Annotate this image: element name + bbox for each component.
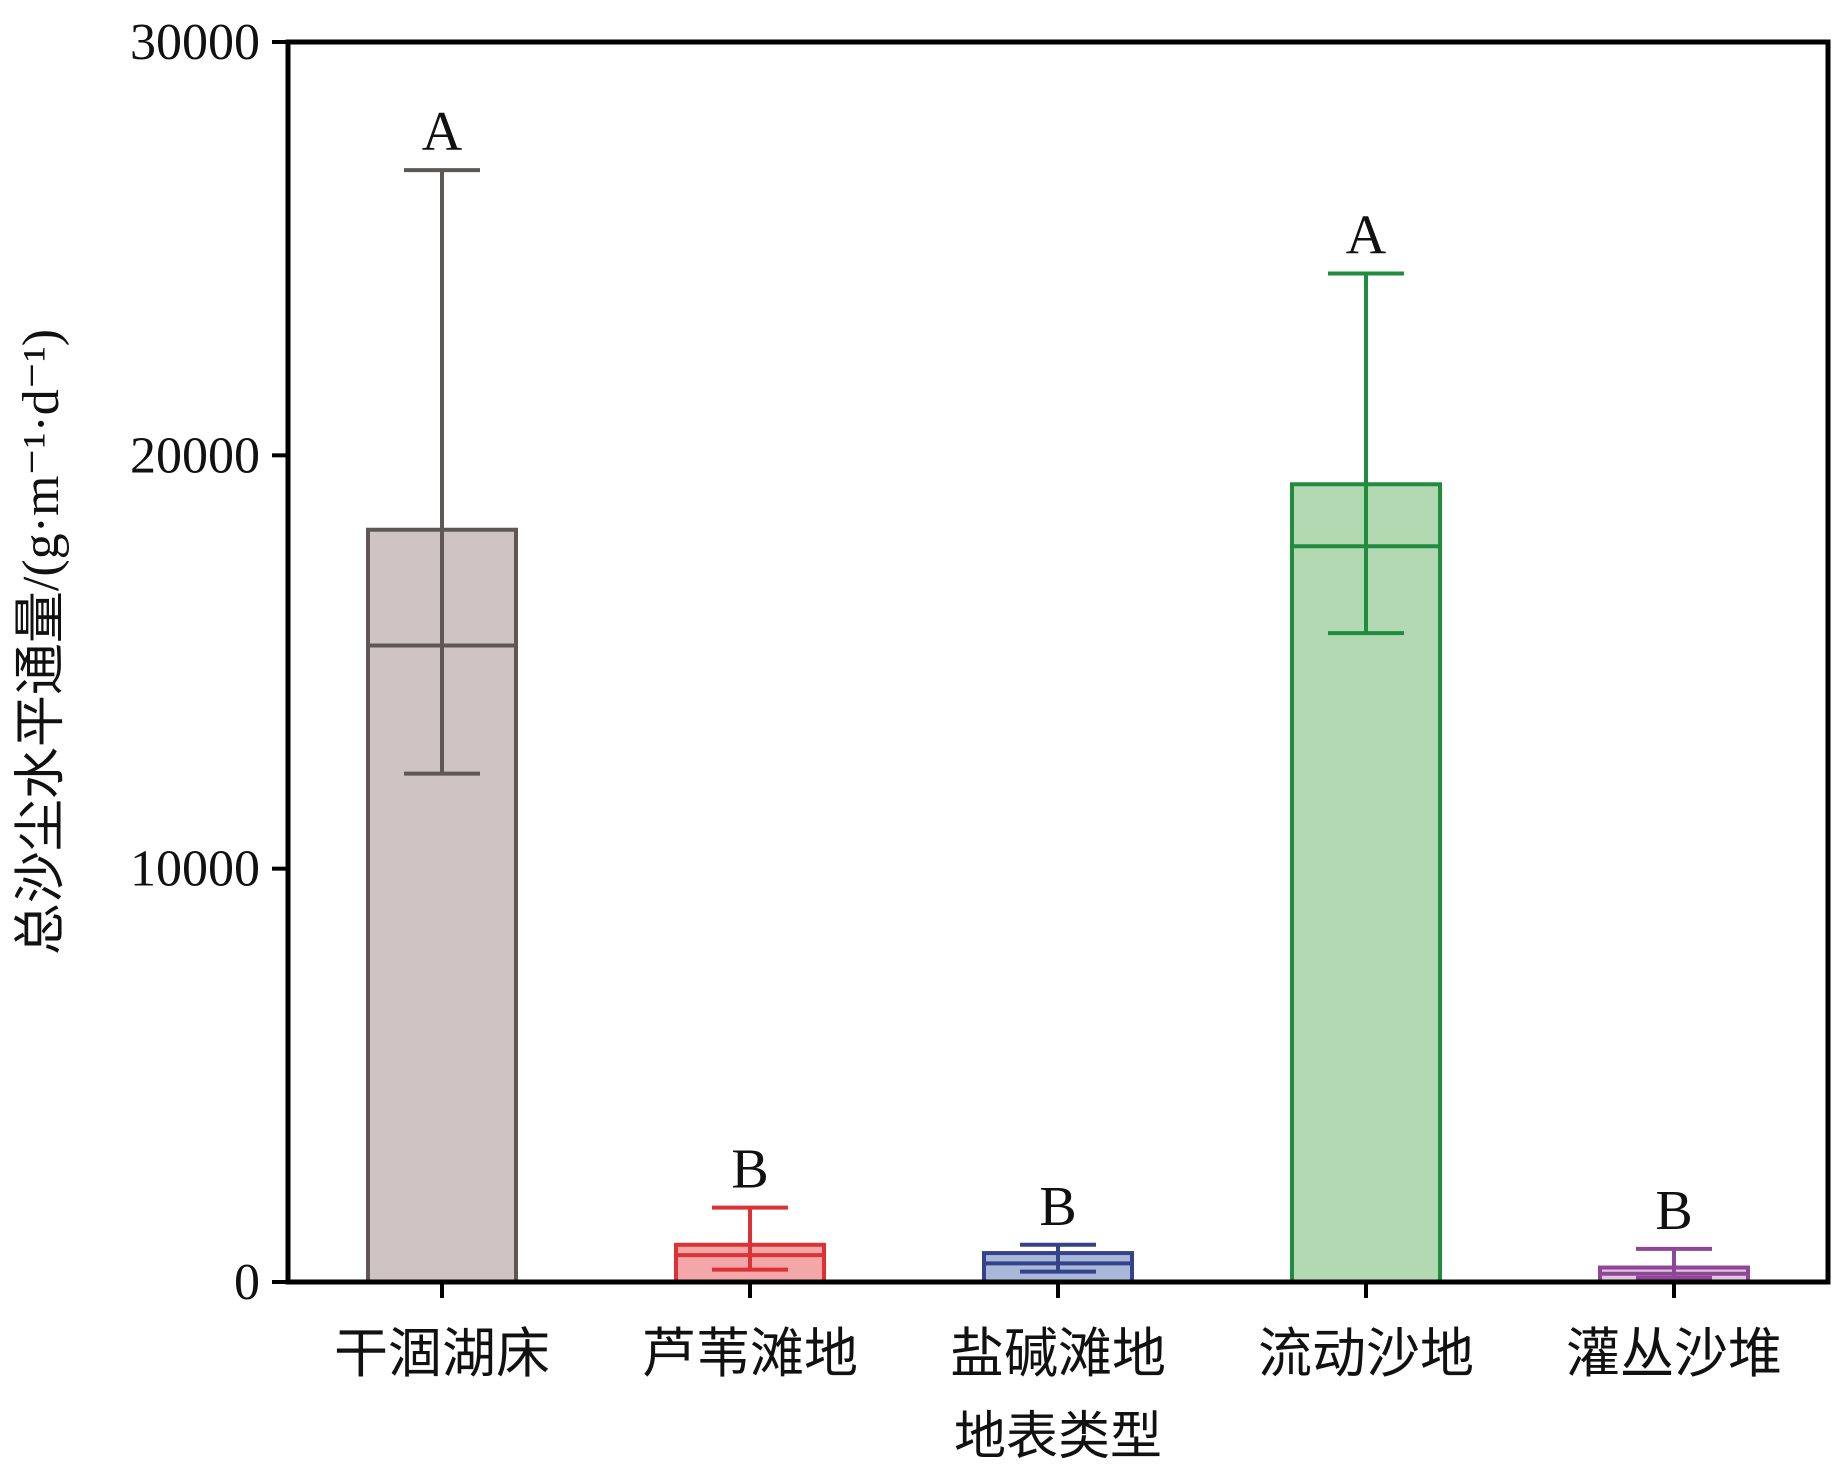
- bars-layer: [366, 482, 1750, 1285]
- plot-frame: [285, 39, 1831, 1285]
- y-tick-label-3: 20000: [130, 427, 260, 484]
- significance-labels-layer: A B B A B: [422, 101, 1693, 1242]
- x-axis-label: 地表类型: [954, 1409, 1162, 1466]
- y-axis-label: 总沙尘水平通量/(g·m⁻¹·d⁻¹): [13, 329, 70, 955]
- y-tick-label-4: 30000: [130, 14, 260, 71]
- significance-label-1: A: [422, 101, 463, 163]
- significance-label-3: B: [1039, 1176, 1076, 1238]
- x-tick-label-1: 干涸湖床: [334, 1324, 550, 1384]
- significance-label-4: A: [1346, 204, 1387, 266]
- significance-label-5: B: [1655, 1180, 1692, 1242]
- y-tick-label-1: 0: [234, 1254, 260, 1311]
- x-tick-label-4: 流动沙地: [1258, 1324, 1474, 1384]
- error-bars-layer: [368, 168, 1748, 1280]
- y-axis: 0 10000 20000 30000: [130, 14, 288, 1311]
- x-tick-label-5: 灌丛沙堆: [1566, 1324, 1782, 1384]
- x-tick-label-2: 芦苇滩地: [642, 1324, 858, 1384]
- significance-label-2: B: [731, 1139, 768, 1201]
- y-tick-label-2: 10000: [130, 841, 260, 898]
- x-axis: 干涸湖床 芦苇滩地 盐碱滩地 流动沙地 灌丛沙堆: [334, 1282, 1782, 1384]
- x-tick-label-3: 盐碱滩地: [950, 1324, 1166, 1384]
